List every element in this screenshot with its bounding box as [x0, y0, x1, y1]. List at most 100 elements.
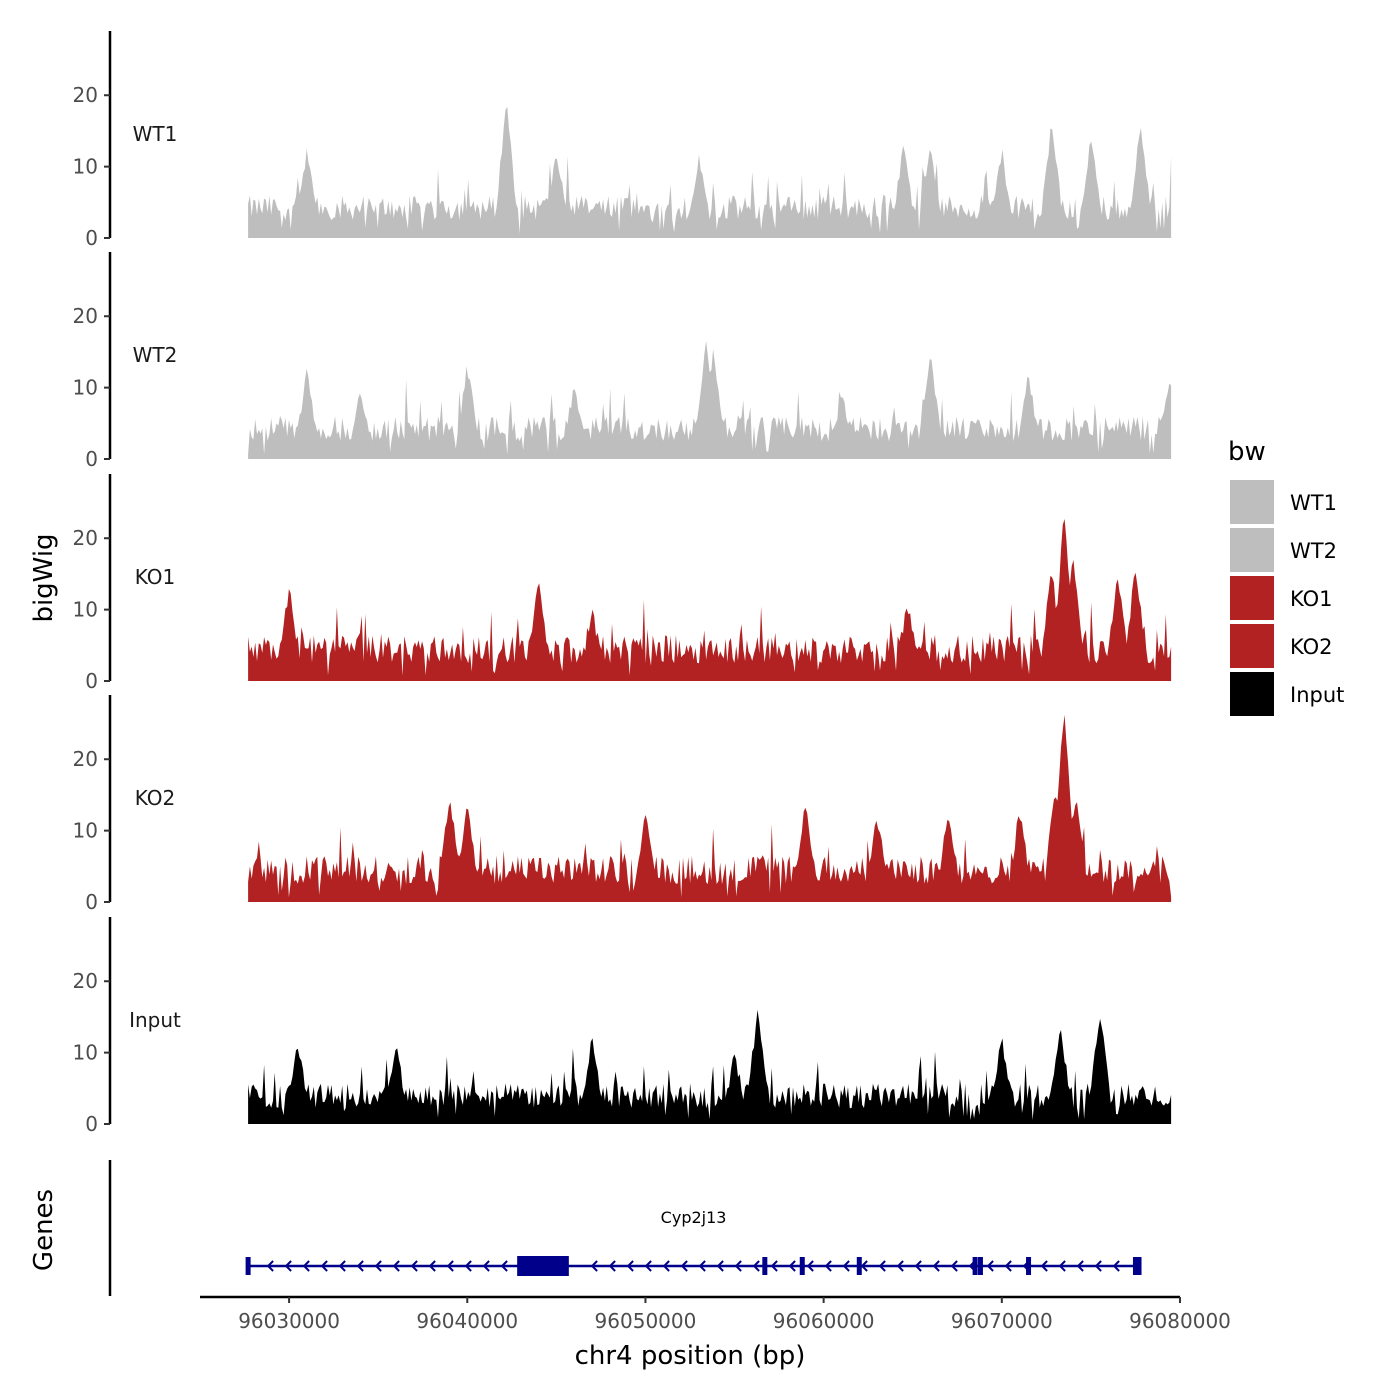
strand-arrow: [1058, 1260, 1066, 1272]
strand-arrow: [410, 1260, 418, 1272]
strand-arrow: [698, 1260, 706, 1272]
gene-exon: [245, 1257, 251, 1275]
legend-swatch-wt1: [1230, 480, 1274, 524]
strand-arrow: [788, 1260, 796, 1272]
strand-arrow: [950, 1260, 958, 1272]
track-label: KO2: [135, 786, 176, 810]
legend-swatch-ko2: [1230, 624, 1274, 668]
gene-exon: [1026, 1257, 1032, 1275]
y-tick-label: 10: [73, 819, 98, 843]
strand-arrow: [374, 1260, 382, 1272]
gene-track: Cyp2j13: [108, 1160, 1142, 1296]
signal-area-wt2: [248, 340, 1172, 459]
legend-label-input: Input: [1290, 683, 1344, 707]
strand-arrow: [356, 1260, 364, 1272]
strand-arrow: [986, 1260, 994, 1272]
y-axis-title: bigWig: [29, 533, 59, 622]
strand-arrow: [914, 1260, 922, 1272]
strand-arrow: [482, 1260, 490, 1272]
y-tick-label: 10: [73, 1041, 98, 1065]
gene-coding-block: [517, 1256, 569, 1276]
strand-arrow: [266, 1260, 274, 1272]
legend: bw WT1 WT2 KO1 KO2 Input: [1228, 437, 1344, 716]
x-tick-label: 96080000: [1129, 1309, 1231, 1333]
strand-arrow: [662, 1260, 670, 1272]
strand-arrow: [338, 1260, 346, 1272]
gene-name-label: Cyp2j13: [661, 1208, 727, 1227]
genes-axis-title: Genes: [29, 1189, 59, 1271]
strand-arrow: [284, 1260, 292, 1272]
gene-exon: [1136, 1257, 1142, 1275]
signal-area-ko1: [248, 519, 1172, 681]
y-tick-label: 10: [73, 376, 98, 400]
strand-arrow: [428, 1260, 436, 1272]
x-axis: 96030000 96040000 96050000 96060000 96070000…: [200, 1295, 1231, 1333]
strand-arrow: [860, 1260, 868, 1272]
strand-arrow: [824, 1260, 832, 1272]
y-tick-label: 20: [73, 526, 98, 550]
legend-label-wt2: WT2: [1290, 539, 1337, 563]
x-axis-title: chr4 position (bp): [575, 1341, 806, 1371]
gene-exon: [1132, 1257, 1138, 1275]
strand-arrow: [608, 1260, 616, 1272]
legend-swatch-input: [1230, 672, 1274, 716]
track-ko1: 0 10 20 KO1: [73, 474, 1172, 693]
track-label: WT1: [133, 122, 178, 146]
legend-label-ko1: KO1: [1290, 587, 1333, 611]
strand-arrow: [644, 1260, 652, 1272]
gene-exon: [856, 1257, 862, 1275]
y-tick-label: 0: [85, 1112, 98, 1136]
strand-arrow: [806, 1260, 814, 1272]
legend-label-ko2: KO2: [1290, 635, 1333, 659]
y-tick-label: 10: [73, 598, 98, 622]
strand-arrow: [842, 1260, 850, 1272]
track-wt2: 0 10 20 WT2: [73, 252, 1172, 471]
strand-arrow: [590, 1260, 598, 1272]
strand-arrow: [1112, 1260, 1120, 1272]
strand-arrow: [320, 1260, 328, 1272]
x-tick-label: 96060000: [773, 1309, 875, 1333]
strand-arrow: [770, 1260, 778, 1272]
x-tick-label: 96030000: [238, 1309, 340, 1333]
strand-arrow: [464, 1260, 472, 1272]
strand-arrow: [752, 1260, 760, 1272]
track-label: Input: [129, 1008, 181, 1032]
track-ko2: 0 10 20 KO2: [73, 695, 1172, 914]
signal-tracks: 0 10 20 WT1 0 10 20 WT2 0 10 20 KO1 0 10 20 KO2 0 10 20 Inp…: [73, 31, 1172, 1136]
y-tick-label: 0: [85, 447, 98, 471]
strand-arrow: [1004, 1260, 1012, 1272]
y-tick-label: 20: [73, 304, 98, 328]
strand-arrow: [392, 1260, 400, 1272]
y-tick-label: 0: [85, 669, 98, 693]
y-tick-label: 0: [85, 890, 98, 914]
legend-swatch-ko1: [1230, 576, 1274, 620]
strand-arrow: [500, 1260, 508, 1272]
x-tick-label: 96050000: [595, 1309, 697, 1333]
strand-arrow: [1040, 1260, 1048, 1272]
strand-arrow: [680, 1260, 688, 1272]
track-label: KO1: [135, 565, 176, 589]
y-tick-label: 20: [73, 969, 98, 993]
gene-exon: [972, 1257, 978, 1275]
gene-exon: [799, 1257, 805, 1275]
x-tick-label: 96070000: [951, 1309, 1053, 1333]
strand-arrow: [878, 1260, 886, 1272]
strand-arrow: [1094, 1260, 1102, 1272]
strand-arrow: [446, 1260, 454, 1272]
track-label: WT2: [133, 343, 178, 367]
strand-arrow: [1076, 1260, 1084, 1272]
signal-area-ko2: [248, 714, 1172, 902]
strand-arrow: [302, 1260, 310, 1272]
y-tick-label: 20: [73, 83, 98, 107]
strand-arrow: [734, 1260, 742, 1272]
legend-title: bw: [1228, 437, 1266, 467]
legend-label-wt1: WT1: [1290, 491, 1337, 515]
strand-arrow: [716, 1260, 724, 1272]
gene-exon: [977, 1257, 983, 1275]
strand-arrow: [896, 1260, 904, 1272]
track-input: 0 10 20 Input: [73, 917, 1172, 1136]
signal-area-input: [248, 1009, 1172, 1124]
x-tick-label: 96040000: [416, 1309, 518, 1333]
y-tick-label: 20: [73, 747, 98, 771]
